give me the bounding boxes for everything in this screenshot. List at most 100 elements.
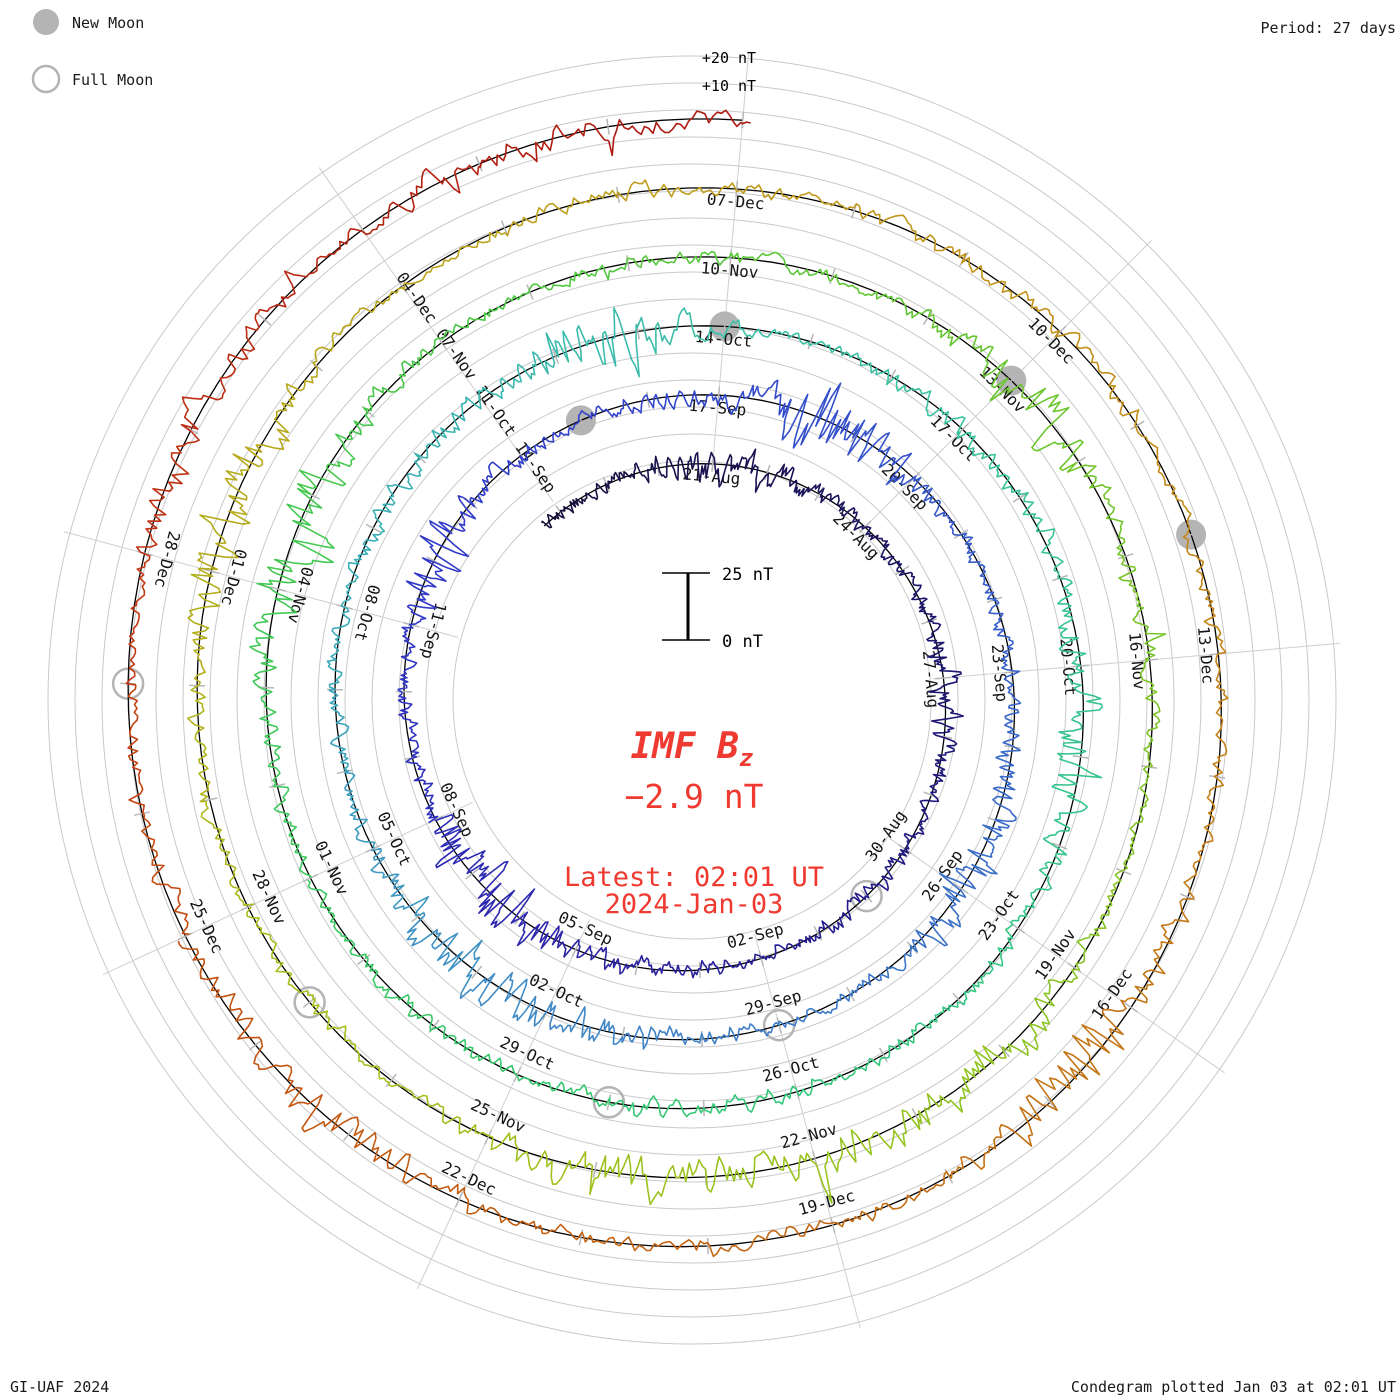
bz-trace-segment [634,455,691,484]
bz-trace-segment [187,686,211,803]
bz-trace-segment [1001,968,1080,1056]
bz-trace-segment [645,390,719,411]
new-moon-label: New Moon [72,14,144,32]
bz-trace-segment [1183,774,1225,899]
ring-date-labels: 21-Aug24-Aug27-Aug30-Aug02-Sep05-Sep08-S… [151,189,1218,1219]
bz-trace-segment [626,250,731,269]
bz-trace-segment [364,957,434,1032]
bz-trace-segment [911,475,959,536]
bz-trace-segment [992,745,1021,823]
bz-trace-segment [141,814,190,936]
ring-date-label: 13-Dec [1194,625,1218,684]
bz-trace-segment [662,959,726,979]
bz-trace-segment [1075,869,1124,971]
bz-trace-segment [927,309,1009,402]
bz-trace-segment [950,1094,1058,1179]
bz-trace-segment [435,837,509,899]
bz-trace-segment [708,1220,834,1258]
bz-trace-segment [177,940,263,1043]
bz-trace-segment [459,971,553,1027]
center-value: −2.9 nT [624,777,763,816]
bz-trace-segment [296,412,374,496]
ring-baseline [184,187,1222,1248]
bz-trace-segment [847,419,913,486]
bz-trace-segment [1139,658,1161,767]
bz-trace-segment [253,1041,360,1133]
bz-trace-segment [704,1085,800,1114]
bz-trace-segment [328,689,350,774]
bz-trace-segment [722,319,810,345]
bz-trace-segment [1123,765,1153,871]
ring-date-label: 10-Nov [700,258,759,282]
bz-trace-segment [706,1150,825,1193]
footer-plotted: Condegram plotted Jan 03 at 02:01 UT [1071,1378,1396,1396]
full-moon-marker [850,879,883,913]
ring-date-label: 02-Sep [725,919,786,952]
center-latest-date: 2024-Jan-03 [605,889,784,920]
bz-trace-segment [822,1109,923,1204]
bz-trace-segment [917,1045,1007,1126]
bz-trace-segment [944,818,1010,890]
bz-trace-segment [881,828,925,880]
bz-trace-segment [478,122,609,168]
ring-date-label: 29-Sep [743,986,804,1019]
new-moon-icon [33,9,59,35]
bz-trace-segment [808,340,890,382]
bz-trace-segment [716,379,792,418]
full-moon-marker [293,986,326,1019]
ring-date-label: 05-Oct [374,809,416,869]
bz-trace-segment [326,608,351,692]
bz-trace-segment [477,338,556,400]
bz-trace-segment [539,924,604,961]
bz-trace-segment [545,307,640,378]
bz-trace-segment [1212,651,1229,777]
bz-trace-segment [621,1025,704,1050]
bz-trace-segment [607,109,742,157]
legend: New Moon Full Moon [31,9,153,94]
bz-trace-segment [397,624,418,693]
full-moon-marker [592,1086,626,1119]
bz-trace-segment [918,597,945,657]
ring-date-label: 16-Nov [1125,631,1149,690]
bz-trace-segment [540,492,588,529]
center-readout: IMF Bz −2.9 nT Latest: 02:01 UT 2024-Jan… [564,726,824,920]
bz-trace-segment [744,448,798,493]
bz-trace-segment [434,813,462,848]
moon-markers [111,311,1207,1119]
bz-trace-segment [200,801,255,906]
bz-trace-segment [1010,837,1068,923]
bz-trace-segment [246,906,316,1001]
bz-trace-segment [851,944,918,996]
bz-trace-segment [963,921,1014,1005]
bz-trace-segment [784,920,844,951]
bz-trace-segment [370,847,430,917]
bz-trace-segment [843,507,890,558]
bz-trace-segment [689,451,748,488]
bz-trace-segment [187,568,221,688]
bz-trace-segment [516,1076,611,1107]
bz-trace-segment [340,532,382,610]
scale-bar: 25 nT 0 nT [662,565,773,652]
bz-trace-segment [609,1095,706,1119]
bz-trace-segment [724,944,787,970]
ring-date-label: 07-Dec [706,189,765,213]
ring-date-label: 25-Dec [186,896,228,956]
ring-date-label: 16-Dec [1087,965,1136,1023]
bz-trace-segment [918,771,947,830]
bz-trace-segment [880,555,922,601]
bz-trace-segment [135,431,200,557]
bz-trace-segment [1022,491,1064,579]
bz-trace-segment [353,1123,466,1195]
ring-baseline [309,325,1084,1110]
bz-trace-segment [778,993,853,1028]
bz-trace-segment [956,431,1026,496]
bz-trace-segment [728,251,831,282]
ring-date-label: 22-Dec [439,1158,499,1200]
bz-trace-segment [519,416,580,462]
bz-trace-segment [1034,999,1127,1106]
bz-trace-segment [960,253,1060,334]
bz-trace-segment [249,587,298,690]
bz-trace-segment [180,313,260,433]
bz-trace-segment [734,184,854,211]
